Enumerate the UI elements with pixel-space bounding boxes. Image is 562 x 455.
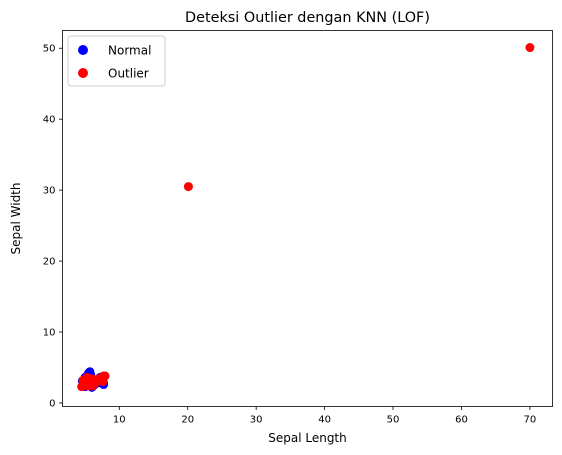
- y-tick-label: 30: [43, 186, 56, 197]
- y-tick-label: 0: [49, 398, 55, 409]
- x-tick-label: 30: [250, 415, 263, 426]
- y-tick-label: 40: [43, 115, 56, 126]
- x-tick-label: 70: [524, 415, 537, 426]
- x-tick-label: 20: [181, 415, 194, 426]
- x-tick-label: 50: [387, 415, 400, 426]
- x-tick-label: 60: [455, 415, 468, 426]
- point-outlier-20: [525, 43, 534, 52]
- legend-marker-normal: [78, 45, 88, 55]
- chart-title: Deteksi Outlier dengan KNN (LOF): [185, 10, 430, 26]
- x-tick-label: 40: [318, 415, 331, 426]
- legend-marker-outlier: [78, 68, 88, 78]
- y-tick-label: 20: [43, 257, 56, 268]
- legend-label-outlier: Outlier: [108, 67, 149, 81]
- y-axis-title: Sepal Width: [9, 183, 23, 255]
- legend-label-normal: Normal: [108, 44, 151, 58]
- x-tick-label: 10: [113, 415, 126, 426]
- x-axis-title: Sepal Length: [268, 431, 347, 445]
- point-outlier-19: [184, 182, 193, 191]
- y-tick-label: 50: [43, 44, 56, 55]
- y-tick-label: 10: [43, 328, 56, 339]
- legend: Normal Outlier: [68, 36, 165, 86]
- point-outlier-18: [100, 371, 109, 380]
